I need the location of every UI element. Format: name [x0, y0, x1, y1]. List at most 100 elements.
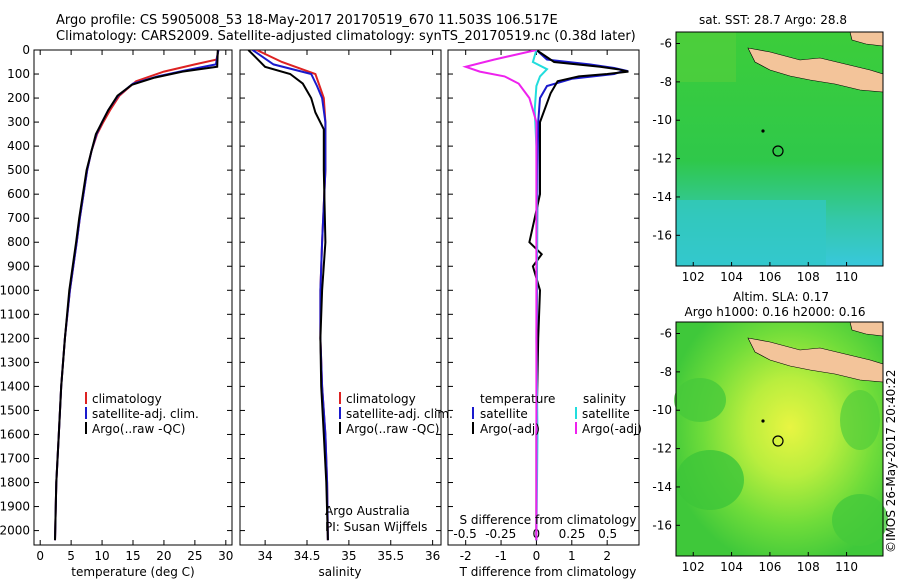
series-line — [256, 50, 329, 541]
x-tick-label: 0 — [533, 549, 541, 563]
x-tick-label: 20 — [156, 549, 171, 563]
x-tick-label: 34.5 — [294, 549, 321, 563]
map-y-tick-label: -14 — [652, 480, 672, 494]
header-line-2: Climatology: CARS2009. Satellite-adjuste… — [56, 29, 636, 44]
map-x-tick-label: 108 — [797, 560, 820, 574]
series-line — [54, 50, 220, 541]
y-tick-label: 700 — [7, 211, 30, 225]
x-tick-label: 30 — [218, 549, 233, 563]
y-tick-label: 800 — [7, 235, 30, 249]
sla-map-subtitle: Argo h1000: 0.16 h2000: 0.16 — [685, 305, 866, 319]
legend-satellite-adj: satellite-adj. clim. — [92, 407, 199, 421]
sst-map-title: sat. SST: 28.7 Argo: 28.8 — [699, 13, 847, 27]
annotation-pi: PI: Susan Wijffels — [325, 520, 427, 534]
x-tick-label: -1 — [495, 549, 507, 563]
imos-watermark: ©IMOS 26-May-2017 20:40:22 — [884, 369, 898, 553]
series-line — [252, 50, 329, 541]
y-tick-label: 600 — [7, 187, 30, 201]
temperature-legend: climatology satellite-adj. clim. Argo(..… — [85, 392, 199, 436]
series-line — [528, 50, 629, 541]
map-y-tick-label: -10 — [652, 403, 672, 417]
map-x-tick-label: 102 — [682, 560, 705, 574]
argo-location-marker — [772, 435, 784, 447]
map-y-tick-label: -12 — [652, 442, 672, 456]
salinity-xlabel: salinity — [318, 565, 361, 579]
legend-title-temperature: temperature — [480, 392, 555, 406]
x-tick-label: 25 — [187, 549, 202, 563]
x-tick-label: 34 — [257, 549, 272, 563]
map-y-tick-label: -16 — [652, 518, 672, 532]
map-x-tick-label: 104 — [720, 270, 743, 284]
x-tick-label: 0 — [36, 549, 44, 563]
map-y-tick-label: -14 — [652, 190, 672, 204]
series-line — [54, 50, 220, 541]
y-tick-label: 1700 — [0, 451, 30, 465]
x-tick-label: 36 — [425, 549, 440, 563]
map-x-tick-label: 108 — [797, 270, 820, 284]
legend-satellite-adj: satellite-adj. clim. — [346, 407, 453, 421]
temperature-xlabel: temperature (deg C) — [71, 565, 194, 579]
series-line — [462, 50, 538, 541]
map-y-tick-label: -12 — [652, 152, 672, 166]
y-tick-label: 1200 — [0, 331, 30, 345]
map-y-tick-label: -8 — [660, 75, 672, 89]
y-tick-label: 2000 — [0, 524, 30, 538]
y-tick-label: 300 — [7, 115, 30, 129]
difference-legend: temperature salinity satellite Argo(-adj… — [472, 392, 642, 436]
y-tick-label: 1900 — [0, 500, 30, 514]
temperature-plot-frame — [33, 49, 233, 546]
legend-argo: Argo(..raw -QC) — [346, 422, 439, 436]
x-tick-label: 5 — [67, 549, 75, 563]
x-top-tick-label: -0.5 — [453, 527, 476, 541]
y-tick-label: 0 — [22, 43, 30, 57]
legend-climatology: climatology — [92, 392, 162, 406]
legend-t-satellite: satellite — [480, 407, 528, 421]
y-tick-label: 1600 — [0, 427, 30, 441]
y-tick-label: 1000 — [0, 283, 30, 297]
y-tick-label: 1100 — [0, 307, 30, 321]
series-line — [535, 50, 629, 541]
x-tick-label: 35 — [341, 549, 356, 563]
map-x-tick-label: 110 — [835, 560, 858, 574]
map-x-tick-label: 104 — [720, 560, 743, 574]
map-x-tick-label: 106 — [758, 560, 781, 574]
argo-location-marker — [772, 145, 784, 157]
x-tick-label: 35.5 — [377, 549, 404, 563]
legend-argo: Argo(..raw -QC) — [92, 422, 185, 436]
x-top-tick-label: -0.25 — [485, 527, 516, 541]
map-y-tick-label: -10 — [652, 113, 672, 127]
header-line-1: Argo profile: CS 5905008_53 18-May-2017 … — [56, 13, 558, 28]
difference-plot-frame — [447, 49, 640, 546]
x-tick-label: -2 — [460, 549, 472, 563]
y-tick-label: 400 — [7, 139, 30, 153]
y-tick-label: 500 — [7, 163, 30, 177]
y-tick-label: 100 — [7, 67, 30, 81]
sla-map: Altim. SLA: 0.17 Argo h1000: 0.16 h2000:… — [652, 290, 888, 574]
x-tick-label: 1 — [568, 549, 576, 563]
legend-s-satellite: satellite — [582, 407, 630, 421]
x-tick-label: 2 — [603, 549, 611, 563]
y-tick-label: 900 — [7, 259, 30, 273]
y-tick-label: 200 — [7, 91, 30, 105]
x-top-tick-label: 0.5 — [598, 527, 617, 541]
legend-t-argo: Argo(-adj) — [480, 422, 540, 436]
y-tick-label: 1500 — [0, 403, 30, 417]
map-y-tick-label: -6 — [660, 37, 672, 51]
x-tick-label: 10 — [94, 549, 109, 563]
difference-xlabel-top: S difference from climatology — [460, 513, 637, 527]
sst-map: sat. SST: 28.7 Argo: 28.8 102 104 106 108 11… — [652, 13, 884, 284]
map-y-tick-label: -8 — [660, 365, 672, 379]
y-tick-label: 1300 — [0, 355, 30, 369]
legend-climatology: climatology — [346, 392, 416, 406]
series-line — [247, 50, 329, 541]
map-y-tick-label: -6 — [660, 327, 672, 341]
sla-map-title: Altim. SLA: 0.17 — [733, 290, 829, 304]
legend-s-argo: Argo(-adj) — [582, 422, 642, 436]
salinity-legend: climatology satellite-adj. clim. Argo(..… — [325, 392, 453, 534]
map-y-tick-label: -16 — [652, 228, 672, 242]
difference-xlabel: T difference from climatology — [459, 565, 637, 579]
legend-title-salinity: salinity — [583, 392, 626, 406]
y-tick-label: 1400 — [0, 379, 30, 393]
map-x-tick-label: 106 — [758, 270, 781, 284]
